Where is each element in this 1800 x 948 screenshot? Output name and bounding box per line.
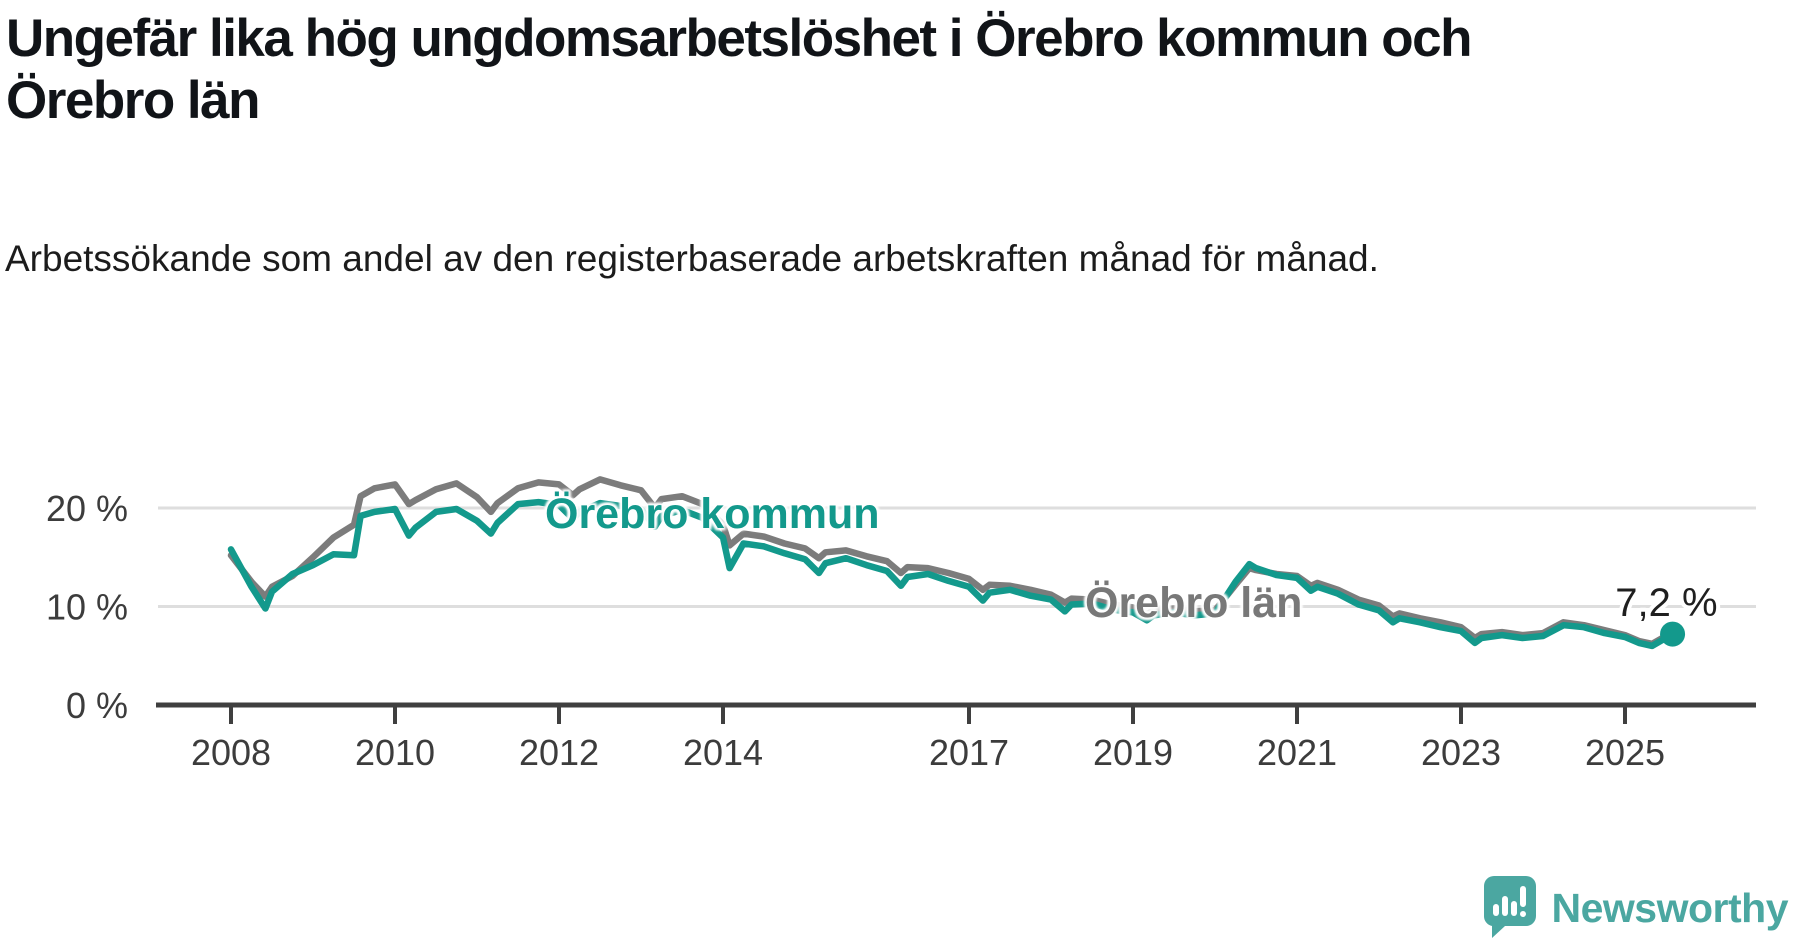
x-tick-label: 2023 [1421, 732, 1501, 773]
series-line-lan [227, 476, 1676, 648]
series-line-kommun [227, 498, 1676, 650]
chart-title: Ungefär lika hög ungdomsarbetslöshet i Ö… [6, 9, 1472, 130]
x-tick-label: 2010 [355, 732, 435, 773]
x-tick-label: 2025 [1585, 732, 1665, 773]
series-label-orebro-kommun: Örebro kommun [545, 490, 880, 538]
newsworthy-logo-text: Newsworthy [1551, 884, 1789, 931]
x-tick-label: 2019 [1093, 732, 1173, 773]
newsworthy-logo-icon [1483, 876, 1536, 938]
y-tick-label: 0 % [66, 685, 128, 726]
end-point-dot [1660, 621, 1686, 647]
newsworthy-logo: Newsworthy [1482, 874, 1789, 942]
y-tick-label: 20 % [46, 488, 128, 529]
x-tick-label: 2008 [191, 732, 271, 773]
x-tick-label: 2017 [929, 732, 1009, 773]
chart-subtitle: Arbetssökande som andel av den registerb… [5, 238, 1379, 279]
x-tick-label: 2014 [683, 732, 763, 773]
x-tick-label: 2012 [519, 732, 599, 773]
y-tick-label: 10 % [46, 587, 128, 628]
x-tick-label: 2021 [1257, 732, 1337, 773]
series-label-orebro-lan: Örebro län [1085, 579, 1303, 627]
end-value-label: 7,2 % [1615, 581, 1717, 625]
